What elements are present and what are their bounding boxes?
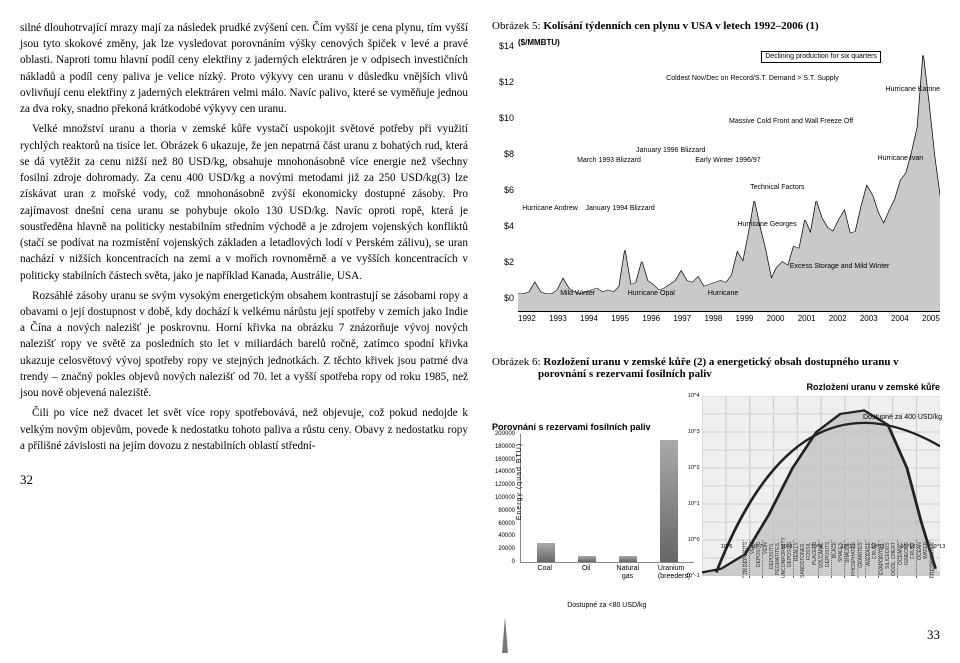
- fig5-label-georges: Hurricane Georges: [737, 221, 796, 229]
- fig5-label-excess: Excess Storage and Mild Winter: [790, 263, 890, 271]
- fig6-bar-plot: Energy (quad BTU) 2000001800001600001400…: [520, 434, 694, 563]
- fig5-label-hurr: Hurricane: [708, 290, 738, 298]
- fig6-bar-title: Porovnání s rezervami fosilních paliv: [492, 422, 694, 432]
- fig5-y-axis: $14$12$10$8$6$4$2$0: [492, 38, 514, 328]
- para-3: Rozsáhlé zásoby uranu se svým vysokým en…: [20, 288, 468, 402]
- fig5-caption-label: Obrázek 5:: [492, 20, 541, 32]
- fig6-bar-xaxis: CoalOilNatural gasUranium (breeders): [520, 563, 694, 580]
- fig6-bar-arrow: [502, 617, 508, 653]
- fig6-bar-footnote: Dostupné za <80 USD/kg: [520, 602, 694, 609]
- para-4: Čili po více než dvacet let svět více ro…: [20, 405, 468, 454]
- fig5-x-axis: 1992199319941995199619971998199920002001…: [518, 314, 940, 328]
- fig5-label-jan94: January 1994 Blizzard: [586, 205, 655, 213]
- fig6-hill-strata: ZN DEPOSITSVEIN DEPOSITSVEIN DEPOSITS, P…: [702, 554, 940, 578]
- fig5-caption-text: Kolísání týdenních cen plynu v USA v let…: [543, 20, 818, 32]
- fig5-label-jan96: January 1996 Blizzard: [636, 147, 705, 155]
- fig6-caption-label: Obrázek 6:: [492, 356, 541, 368]
- fig5-label-mild: Mild Winter: [560, 290, 595, 298]
- fig5-label-massive: Massive Cold Front and Wall Freeze Off: [729, 118, 853, 126]
- page-number-left: 32: [20, 472, 468, 488]
- fig6-bar-yaxis: 2000001800001600001400001200001000008000…: [493, 434, 517, 562]
- fig6-hill-yaxis: 10^410^310^210^110^010^-1: [690, 396, 700, 576]
- para-1: silné dlouhotrvající mrazy mají za násle…: [20, 20, 468, 117]
- fig5-label-katrine: Hurricane Katrine: [886, 86, 940, 94]
- fig5-label-opal: Hurricane Opal: [628, 290, 675, 298]
- fig5-label-andrew: Hurricane Andrew: [522, 205, 578, 213]
- fig6-caption-text: Rozložení uranu v zemské kůře (2) a ener…: [538, 356, 899, 380]
- fig6-bar-chart: Porovnání s rezervami fosilních paliv En…: [492, 422, 694, 609]
- right-column: Obrázek 5: Kolísání týdenních cen plynu …: [492, 20, 940, 643]
- fig5-label-decl: Declining production for six quarters: [761, 51, 881, 63]
- fig6-caption: Obrázek 6: Rozložení uranu v zemské kůře…: [492, 356, 940, 380]
- fig6-chart: Rozložení uranu v zemské kůře Porovnání …: [492, 382, 940, 609]
- fig6-hill-title: Rozložení uranu v zemské kůře: [492, 382, 940, 392]
- fig6-hill: 10^410^310^210^110^010^-1 Dostupné za 40…: [702, 396, 940, 609]
- fig5-label-tech: Technical Factors: [750, 184, 804, 192]
- fig5-label-coldnov: Coldest Nov/Dec on Record/S.T. Demand > …: [666, 75, 839, 83]
- fig6-hill-tag-right: Dostupné za 400 USD/kg: [863, 414, 942, 421]
- left-column: silné dlouhotrvající mrazy mají za násle…: [20, 20, 468, 643]
- fig6-hill-plot: 10^410^310^210^110^010^-1 Dostupné za 40…: [702, 396, 940, 576]
- fig5-label-early97: Early Winter 1996/97: [695, 157, 760, 165]
- fig6-bar-ylabel: Energy (quad BTU): [516, 443, 523, 520]
- para-2: Velké množství uranu a thoria v zemské k…: [20, 121, 468, 283]
- fig5-plot: Declining production for six quarters Co…: [518, 46, 940, 312]
- fig5-label-ivan: Hurricane Ivan: [878, 155, 924, 163]
- page-number-right: 33: [492, 627, 940, 643]
- fig5-label-march93: March 1993 Blizzard: [577, 157, 641, 165]
- fig5-caption: Obrázek 5: Kolísání týdenních cen plynu …: [492, 20, 940, 32]
- fig5-chart: ($/MMBTU) $14$12$10$8$6$4$2$0 Declining …: [492, 38, 940, 328]
